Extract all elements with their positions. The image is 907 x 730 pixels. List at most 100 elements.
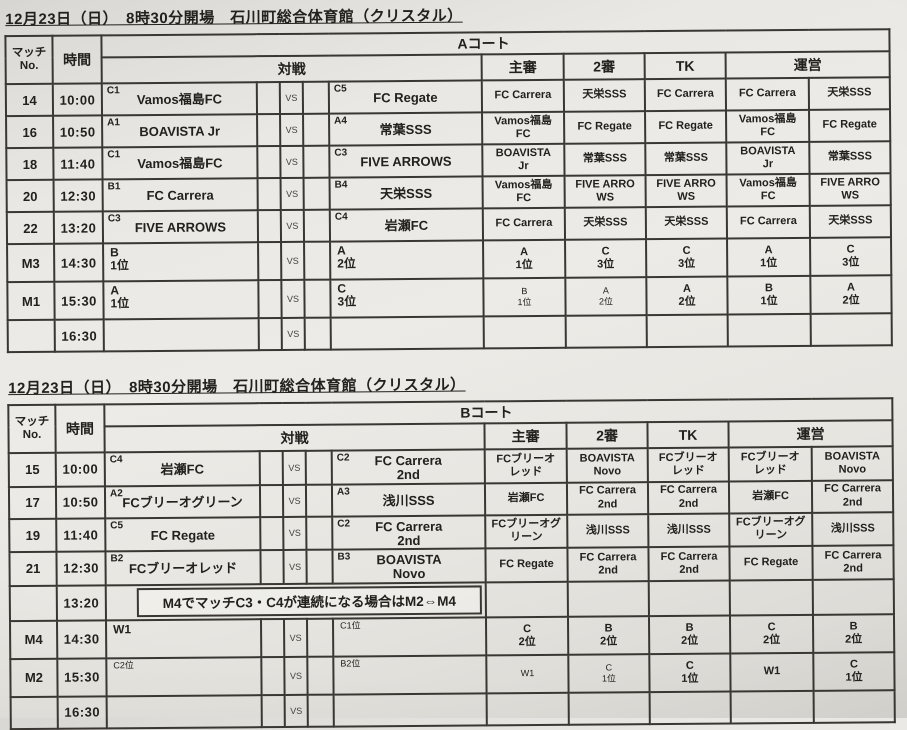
vs-label: VS bbox=[281, 317, 305, 350]
away-slot-label: A 2位 bbox=[337, 243, 356, 271]
referee-header: 主審 bbox=[481, 53, 564, 81]
operation-cell-1: Vamos福島 FC bbox=[726, 173, 810, 207]
away-group-code: C2 bbox=[336, 452, 350, 464]
time-cell: 13:20 bbox=[56, 585, 106, 621]
away-group-code: C4 bbox=[334, 211, 348, 223]
home-score-box bbox=[258, 317, 282, 351]
away-score-box bbox=[303, 177, 330, 210]
referee-cell: Vamos福島 FC bbox=[482, 111, 565, 145]
home-score-box bbox=[257, 146, 281, 179]
referee-header: 主審 bbox=[484, 422, 567, 450]
operation-header: 運営 bbox=[728, 420, 893, 448]
page-title: 12月23日（日） 8時30分開場 石川町総合体育館（クリスタル） bbox=[5, 7, 463, 29]
home-team-cell: A1 BOAVISTA Jr bbox=[102, 114, 258, 148]
referee-cell: FCブリーオグ リーン bbox=[485, 514, 568, 549]
second-referee-cell: FC Carrera 2nd bbox=[566, 481, 649, 515]
away-team-name: 浅川SSS bbox=[382, 492, 435, 509]
time-header: 時間 bbox=[55, 404, 105, 453]
away-team-cell: B4 天栄SSS bbox=[329, 176, 483, 210]
referee-cell: FC Carrera bbox=[482, 207, 566, 241]
away-team-cell: B3 BOAVISTA Novo bbox=[332, 548, 486, 584]
operation-cell-2: FIVE ARRO WS bbox=[809, 173, 891, 206]
home-team-cell bbox=[106, 694, 262, 729]
tk-cell: 浅川SSS bbox=[648, 513, 730, 548]
home-team-cell: B2 FCブリーオレッド bbox=[105, 550, 261, 586]
match-no-cell: 14 bbox=[5, 83, 54, 117]
second-referee-cell bbox=[567, 580, 649, 617]
time-header: 時間 bbox=[52, 35, 102, 84]
second-referee-cell bbox=[565, 315, 647, 348]
away-score-box bbox=[306, 516, 333, 550]
operation-cell-2: FC Regate bbox=[809, 109, 891, 142]
away-score-box bbox=[303, 209, 331, 242]
home-score-box bbox=[257, 178, 281, 211]
home-team-name: BOAVISTA Jr bbox=[139, 123, 221, 140]
operation-cell-1: Vamos福島 FC bbox=[726, 109, 810, 143]
referee-cell: FCブリーオ レッド bbox=[484, 448, 567, 483]
home-team-name: Vamos福島FC bbox=[137, 155, 223, 172]
second-referee-cell: 常葉SSS bbox=[564, 143, 646, 176]
home-team-cell: A2 FCブリーオグリーン bbox=[104, 484, 261, 518]
away-score-box bbox=[303, 145, 330, 178]
away-team-cell: B2位 bbox=[333, 655, 487, 695]
home-score-box bbox=[259, 484, 284, 517]
away-team-name: 常葉SSS bbox=[379, 122, 432, 138]
operation-cell-2: FC Carrera 2nd bbox=[811, 479, 894, 513]
home-slot-label: B 1位 bbox=[110, 245, 129, 273]
away-score-box bbox=[305, 450, 332, 485]
away-team-cell bbox=[333, 693, 487, 727]
time-cell: 14:30 bbox=[54, 243, 104, 282]
operation-cell-1 bbox=[727, 313, 811, 347]
operation-cell-1: FCブリーオ レッド bbox=[728, 446, 812, 482]
vs-label: VS bbox=[284, 694, 308, 727]
table-row: 16:30 VS bbox=[7, 313, 892, 353]
match-no-cell: 20 bbox=[6, 179, 54, 213]
vs-label: VS bbox=[284, 656, 308, 695]
operation-cell-1: FC Regate bbox=[729, 546, 813, 581]
away-score-box bbox=[304, 317, 331, 350]
match-no-cell: 18 bbox=[6, 147, 54, 181]
page-title: 12月23日（日） 8時30分開場 石川町総合体育館（クリスタル） bbox=[8, 376, 466, 398]
match-no-cell: M1 bbox=[7, 281, 55, 321]
tk-cell: B 2位 bbox=[648, 615, 731, 654]
time-cell: 13:20 bbox=[53, 211, 104, 244]
home-score-box bbox=[257, 114, 281, 147]
match-no-cell: 17 bbox=[8, 486, 57, 519]
vs-label: VS bbox=[281, 279, 305, 318]
away-team-cell bbox=[330, 316, 484, 350]
home-score-box bbox=[256, 82, 281, 115]
operation-cell-2 bbox=[812, 578, 895, 615]
operation-cell-2 bbox=[810, 313, 892, 346]
time-cell: 14:30 bbox=[56, 620, 107, 659]
home-group-code: C4 bbox=[109, 454, 123, 466]
away-score-box bbox=[304, 241, 331, 280]
match-no-cell: M3 bbox=[7, 243, 55, 283]
away-group-code: C3 bbox=[334, 147, 348, 159]
vs-label: VS bbox=[279, 81, 304, 115]
vs-label: VS bbox=[280, 145, 304, 179]
away-team-cell: C5 FC Regate bbox=[328, 80, 483, 114]
away-group-code: C2 bbox=[337, 518, 351, 530]
referee-cell: BOAVISTA Jr bbox=[482, 143, 565, 177]
home-team-name: FCブリーオグリーン bbox=[122, 494, 243, 511]
home-score-box bbox=[257, 210, 282, 243]
second-referee-cell: B 2位 bbox=[567, 615, 650, 655]
home-team-cell: W1 bbox=[105, 618, 262, 659]
away-team-cell: C1位 bbox=[332, 617, 487, 657]
home-team-cell: C3 FIVE ARROWS bbox=[102, 210, 259, 244]
away-score-box bbox=[302, 81, 330, 114]
vs-label: VS bbox=[280, 177, 304, 211]
time-cell: 16:30 bbox=[54, 319, 104, 352]
home-team-name: Vamos福島FC bbox=[136, 91, 223, 108]
tk-cell: FIVE ARRO WS bbox=[645, 174, 727, 208]
operation-cell-1: FC Carrera bbox=[726, 205, 811, 239]
second-referee-cell: 天栄SSS bbox=[563, 79, 646, 112]
home-team-cell: C5 FC Regate bbox=[105, 516, 261, 552]
away-score-box bbox=[306, 549, 333, 584]
home-team-name: FC Carrera bbox=[146, 187, 214, 204]
home-team-cell: C2位 bbox=[106, 656, 262, 697]
away-team-name: 天栄SSS bbox=[380, 186, 433, 202]
home-slot-label: A 1位 bbox=[110, 283, 130, 311]
away-team-name: FC Carrera 2nd bbox=[375, 518, 443, 548]
operation-cell-2: 天栄SSS bbox=[809, 205, 892, 238]
